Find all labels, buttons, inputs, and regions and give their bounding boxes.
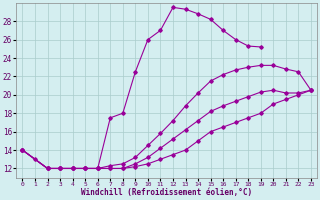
X-axis label: Windchill (Refroidissement éolien,°C): Windchill (Refroidissement éolien,°C) [81,188,252,197]
